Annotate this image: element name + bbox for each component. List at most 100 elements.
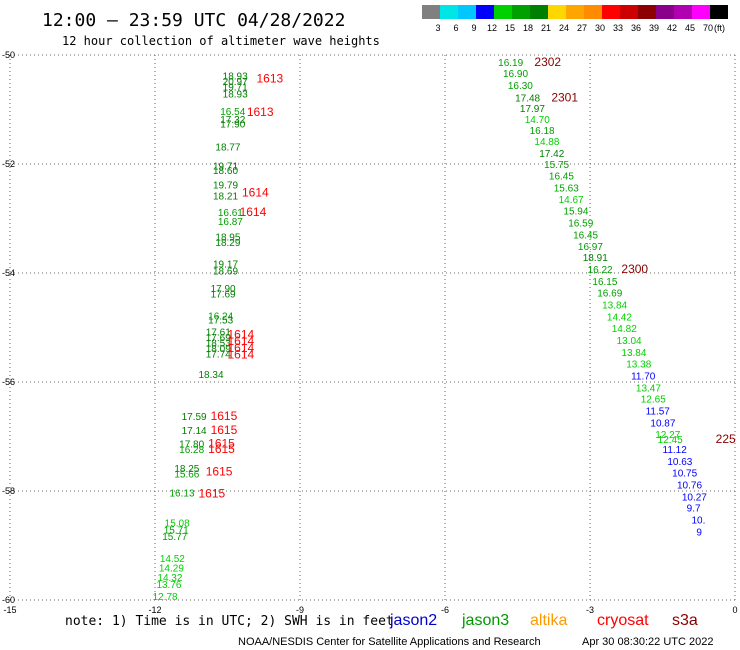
wave-height-point: 11.57 [646,407,671,418]
scale-swatch [440,5,458,19]
wave-height-point: 18.53 [206,339,231,350]
wave-height-point: 16.69 [597,288,622,299]
chart-subtitle: 12 hour collection of altimeter wave hei… [62,34,380,48]
wave-height-point: 14.70 [525,115,550,126]
x-tick-label: -3 [586,605,594,615]
wave-height-point: 16.61 [218,208,243,219]
wave-height-point: 10.76 [677,480,702,491]
wave-height-point: 19.79 [213,181,238,192]
wave-height-point: 18.25 [174,464,199,475]
wave-height-point: 17.90 [220,119,245,130]
wave-height-point: 15.75 [544,160,569,171]
legend-item: jason2 [389,612,437,629]
scale-label: 9 [471,23,476,33]
pass-label: 1615 [199,487,226,501]
scale-swatch [512,5,530,19]
wave-height-point: 16.54 [220,107,245,118]
pass-label: 1615 [208,436,235,450]
wave-height-point: 18.77 [215,142,240,153]
pass-label: 2300 [621,262,648,276]
wave-height-point: 16.87 [218,217,243,228]
pass-label: 1613 [257,71,284,85]
legend-item: s3a [672,612,698,629]
y-tick-label: -52 [2,159,15,169]
wave-height-point: 14.67 [559,195,584,206]
wave-height-point: 19.71 [223,82,248,93]
wave-height-point: 9 [696,528,702,539]
wave-height-point: 18.60 [213,166,238,177]
wave-height-point: 16.45 [549,171,574,182]
wave-height-point: 14.82 [612,324,637,335]
wave-height-point: 15.66 [174,469,199,480]
timestamp-text: Apr 30 08:30:22 UTC 2022 [582,636,713,648]
wave-height-point: 18.95 [215,232,240,243]
scale-label: 45 [685,23,695,33]
note-text: note: 1) Time is in UTC; 2) SWH is in fe… [65,614,394,629]
wave-height-point: 10.87 [650,419,675,430]
wave-height-point: 17.61 [206,328,231,339]
scale-swatch [458,5,476,19]
wave-height-point: 17.97 [520,104,545,115]
y-tick-label: -56 [2,377,15,387]
scale-label: 12 [487,23,497,33]
y-tick-label: -58 [2,486,15,496]
wave-height-point: 17.59 [182,412,207,423]
pass-label: 1614 [228,327,255,341]
wave-height-point: 16.59 [568,219,593,230]
wave-height-point: 17.69 [211,290,236,301]
wave-height-point: 16.45 [573,231,598,242]
scale-label: 24 [559,23,569,33]
pass-label: 1614 [228,341,255,355]
wave-height-point: 16.15 [592,277,617,288]
wave-height-point: 10.63 [667,457,692,468]
wave-height-point: 14.42 [607,312,632,323]
wave-height-point: 16.22 [588,265,613,276]
scale-swatch [548,5,566,19]
scale-swatch [692,5,710,19]
scale-label: 6 [453,23,458,33]
wave-height-point: 13.84 [621,348,646,359]
wave-height-point: 14.88 [534,137,559,148]
scale-swatch [638,5,656,19]
scale-swatch [620,5,638,19]
scale-label: (ft) [714,23,725,33]
grid [9,54,736,601]
wave-height-point: 13.38 [626,359,651,370]
wave-height-point: 17.80 [179,439,204,450]
wave-height-point: 17.42 [539,149,564,160]
legend: jason2 jason3 altika cryosat s3a [389,612,698,629]
wave-height-point: 15.71 [164,526,189,537]
wave-height-point: 17.69 [206,333,231,344]
wave-height-point: 15.94 [563,207,588,218]
scale-swatch [710,5,728,19]
wave-height-point: 13.84 [602,300,627,311]
wave-height-point: 18.69 [213,267,238,278]
pass-label: 1615 [208,442,235,456]
x-tick-label: -6 [441,605,449,615]
pass-label: 1615 [206,465,233,479]
x-tick-label: -9 [296,605,304,615]
wave-height-point: 18.29 [215,238,240,249]
legend-item: altika [530,612,567,629]
wave-height-point: 19.71 [213,161,238,172]
wave-height-point: 16.90 [503,69,528,80]
wave-height-point: 13.47 [636,383,661,394]
wave-height-point: 17.53 [208,316,233,327]
pass-label: 225 [716,432,736,446]
wave-height-point: 17.48 [515,93,540,104]
pass-label: 1615 [211,409,238,423]
scale-label: 18 [523,23,533,33]
pass-label: 2301 [551,90,578,104]
pass-label: 1614 [228,334,255,348]
wave-height-point: 16.28 [179,445,204,456]
wave-height-point: 18.09 [206,344,231,355]
wave-height-point: 12.27 [655,430,680,441]
scale-label: 39 [649,23,659,33]
scale-label: 21 [541,23,551,33]
pass-label: 1614 [228,348,255,362]
scale-swatch [476,5,494,19]
wave-height-point: 20.97 [223,77,248,88]
scale-swatch [422,5,440,19]
wave-height-point: 18.34 [199,370,224,381]
